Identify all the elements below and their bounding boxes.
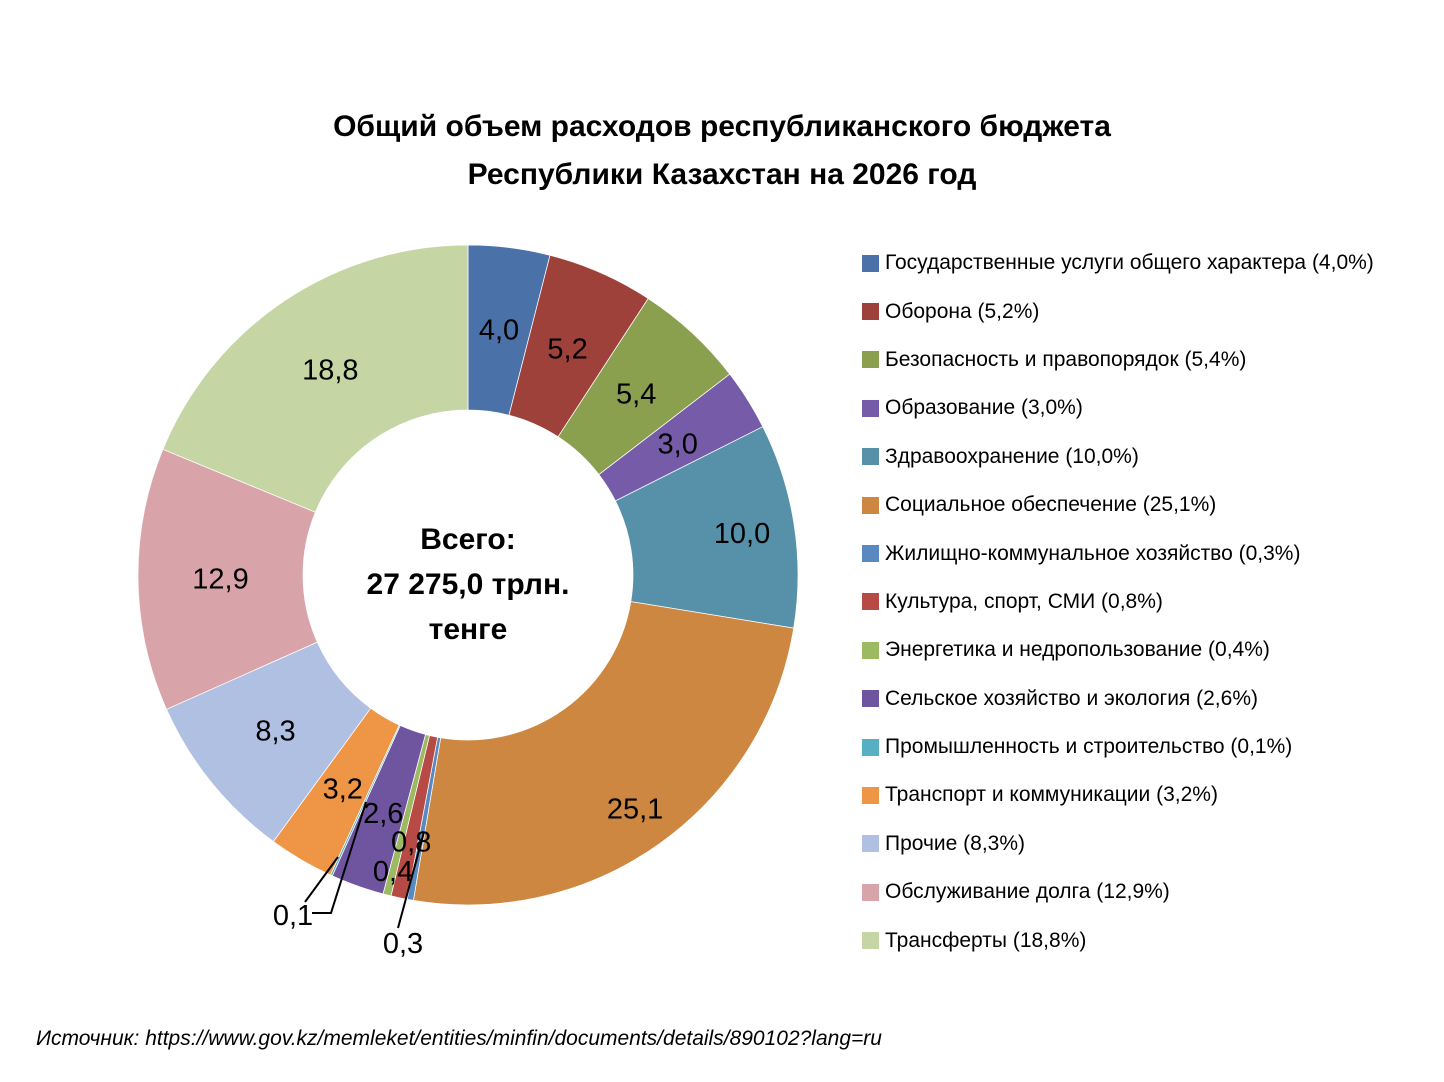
legend-swatch: [862, 690, 879, 708]
pie-value-label-11: 3,2: [323, 774, 363, 806]
legend-label: Промышленность и строительство (0,1%): [885, 735, 1293, 759]
legend-item-6: Жилищно-коммунальное хозяйство (0,3%): [862, 529, 1437, 577]
legend-swatch: [862, 399, 879, 417]
leader-line-10: [312, 801, 367, 914]
total-caption: Всего:: [420, 523, 516, 556]
pie-value-label-8: 0,4: [373, 856, 413, 888]
legend-swatch: [862, 738, 879, 756]
legend-swatch: [862, 786, 879, 804]
legend-label: Образование (3,0%): [885, 396, 1083, 420]
pie-value-label-4: 10,0: [714, 518, 770, 550]
pie-value-label-13: 12,9: [192, 564, 248, 596]
legend-label: Транспорт и коммуникации (3,2%): [885, 783, 1218, 807]
legend-item-12: Прочие (8,3%): [862, 820, 1437, 868]
pie-value-label-12: 8,3: [255, 716, 295, 748]
legend-swatch: [862, 883, 879, 901]
legend-swatch: [862, 254, 879, 272]
legend-item-2: Безопасность и правопорядок (5,4%): [862, 336, 1437, 384]
legend-swatch: [862, 932, 879, 950]
legend: Государственные услуги общего характера …: [862, 239, 1437, 965]
legend-label: Трансферты (18,8%): [885, 928, 1087, 952]
legend-label: Энергетика и недропользование (0,4%): [885, 638, 1270, 662]
chart-title: Общий объем расходов республиканского бю…: [0, 103, 1444, 199]
chart-title-line1: Общий объем расходов республиканского бю…: [333, 110, 1111, 143]
legend-label: Оборона (5,2%): [885, 299, 1040, 323]
pie-slice-13: [137, 448, 318, 710]
legend-label: Жилищно-коммунальное хозяйство (0,3%): [885, 541, 1301, 565]
pie-value-label-5: 25,1: [607, 794, 663, 826]
legend-swatch: [862, 448, 879, 466]
pie-value-label-14: 18,8: [302, 354, 358, 386]
legend-label: Социальное обеспечение (25,1%): [885, 493, 1217, 517]
legend-swatch: [862, 593, 879, 611]
chart-title-line2: Республики Казахстан на 2026 год: [467, 158, 977, 191]
legend-swatch: [862, 303, 879, 321]
pie-value-label-10: 0,1: [273, 900, 313, 932]
legend-item-7: Культура, спорт, СМИ (0,8%): [862, 578, 1437, 626]
legend-label: Прочие (8,3%): [885, 831, 1026, 855]
leader-line-6: [397, 831, 425, 929]
legend-item-10: Промышленность и строительство (0,1%): [862, 723, 1437, 771]
legend-item-13: Обслуживание долга (12,9%): [862, 868, 1437, 916]
pie-value-label-0: 4,0: [479, 315, 519, 347]
legend-item-14: Трансферты (18,8%): [862, 916, 1437, 964]
legend-swatch: [862, 496, 879, 514]
legend-item-5: Социальное обеспечение (25,1%): [862, 481, 1437, 529]
pie-slice-5: [412, 601, 795, 906]
donut-center-label: Всего: 27 275,0 трлн. тенге: [308, 517, 628, 652]
legend-label: Сельское хозяйство и экология (2,6%): [885, 686, 1258, 710]
pie-value-label-9: 2,6: [363, 798, 403, 830]
pie-value-label-7: 0,8: [391, 826, 431, 858]
legend-item-0: Государственные услуги общего характера …: [862, 239, 1437, 287]
legend-swatch: [862, 835, 879, 853]
leader-line-10: [304, 856, 339, 903]
source-note: Источник: https://www.gov.kz/memleket/en…: [36, 1027, 882, 1050]
total-unit: тенге: [428, 613, 508, 646]
legend-item-11: Транспорт и коммуникации (3,2%): [862, 771, 1437, 819]
legend-item-1: Оборона (5,2%): [862, 287, 1437, 335]
legend-label: Безопасность и правопорядок (5,4%): [885, 347, 1247, 371]
legend-swatch: [862, 351, 879, 369]
legend-swatch: [862, 641, 879, 659]
legend-label: Здравоохранение (10,0%): [885, 444, 1139, 468]
legend-item-3: Образование (3,0%): [862, 384, 1437, 432]
legend-label: Обслуживание долга (12,9%): [885, 880, 1170, 904]
pie-slice-14: [162, 244, 469, 513]
total-value: 27 275,0 трлн.: [366, 568, 570, 601]
pie-value-label-3: 3,0: [658, 429, 698, 461]
legend-swatch: [862, 545, 879, 563]
pie-value-label-2: 5,4: [616, 379, 656, 411]
legend-item-8: Энергетика и недропользование (0,4%): [862, 626, 1437, 674]
legend-item-4: Здравоохранение (10,0%): [862, 433, 1437, 481]
legend-label: Культура, спорт, СМИ (0,8%): [885, 589, 1163, 613]
pie-value-label-1: 5,2: [547, 334, 587, 366]
pie-value-label-6: 0,3: [383, 928, 423, 960]
legend-item-9: Сельское хозяйство и экология (2,6%): [862, 675, 1437, 723]
legend-label: Государственные услуги общего характера …: [885, 251, 1374, 275]
